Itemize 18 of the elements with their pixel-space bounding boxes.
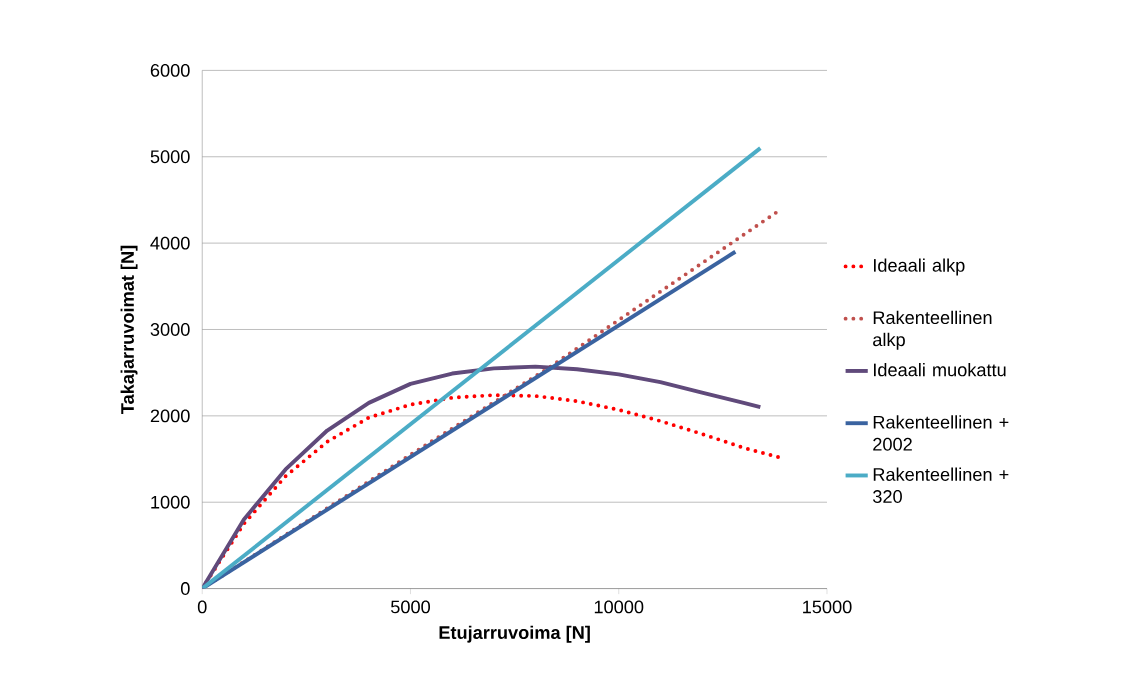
legend-label: Ideaali muokattu	[873, 362, 1006, 377]
y-tick-label: 1000	[151, 495, 190, 509]
y-tick-label: 6000	[150, 63, 190, 77]
y-tick-label: 4000	[150, 236, 190, 250]
legend-label: Rakenteellinen + 320	[873, 467, 1009, 503]
x-tick-label: 15000	[803, 600, 852, 614]
x-tick-label: 5000	[390, 600, 430, 614]
x-tick-label: 10000	[594, 600, 644, 614]
y-tick-label: 5000	[150, 150, 190, 164]
y-tick-label: 2000	[150, 409, 190, 423]
x-tick-label: 0	[197, 600, 207, 614]
legend-label: Rakenteellinen alkp	[873, 310, 992, 350]
y-axis-title: Takajarruvoimat [N]	[120, 245, 138, 414]
legend-label: Ideaali alkp	[873, 258, 965, 276]
y-tick-label: 0	[180, 581, 190, 595]
legend-label: Rakenteellinen + 2002	[873, 415, 1009, 451]
x-axis-title: Etujarruvoima [N]	[439, 625, 590, 643]
y-tick-label: 3000	[150, 322, 190, 336]
